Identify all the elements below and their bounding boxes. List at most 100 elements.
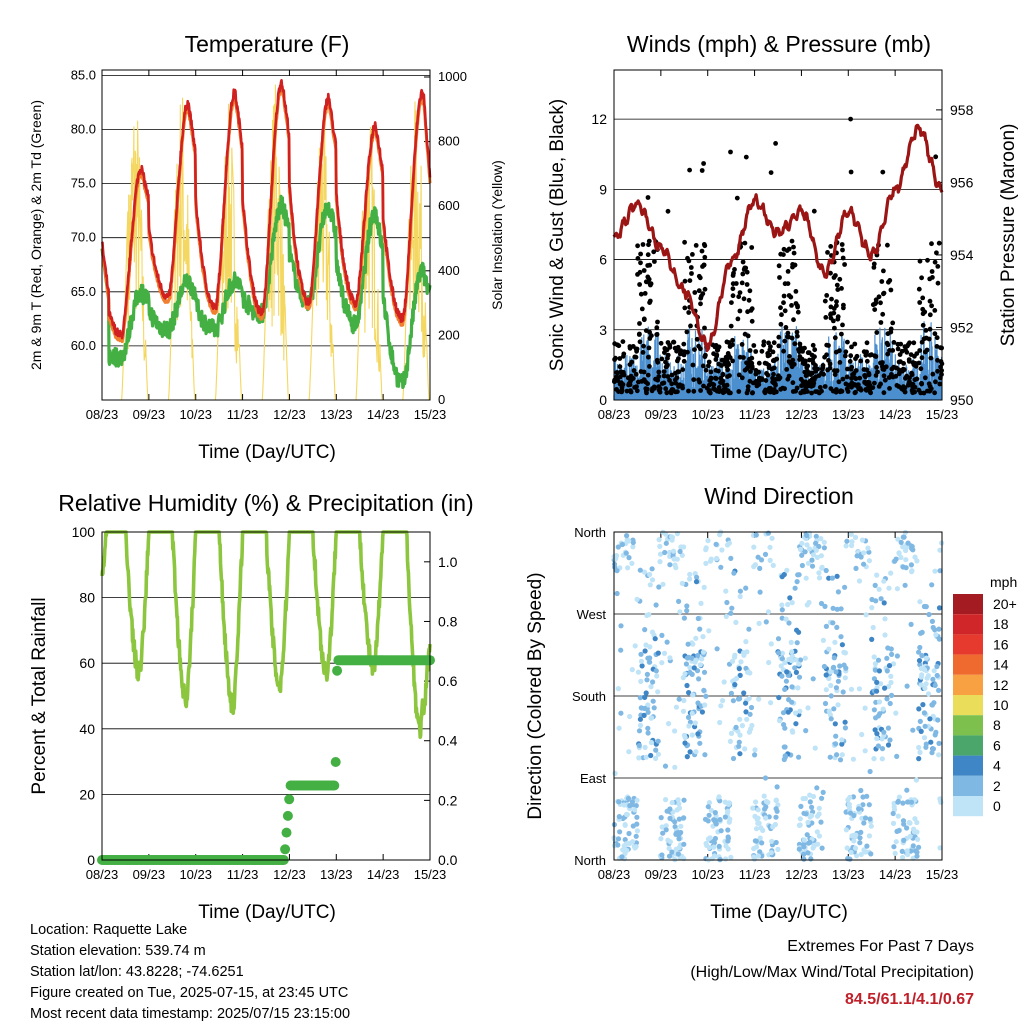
gust-point [640,242,646,247]
direction-point [900,564,906,570]
gust-point [872,380,877,386]
direction-point [903,547,909,554]
gust-point [901,384,906,389]
direction-point [789,699,795,705]
gust-point [682,305,688,311]
gust-point [919,355,925,361]
winds-right-ylabel: Station Pressure (Maroon) [998,124,1019,347]
direction-point [755,853,762,859]
direction-point [617,829,623,835]
gust-point [922,349,928,355]
direction-point [776,694,782,701]
direction-point [779,615,785,621]
temperature-ytick-label: 70.0 [71,230,96,245]
gust-point [857,375,863,381]
direction-point [917,718,923,725]
gust-point [638,369,644,374]
gust-point [687,278,693,283]
direction-point [858,787,864,794]
gust-point [840,322,845,328]
direction-point [619,541,626,548]
gust-point [684,329,690,335]
winds-xlabel: Time (Day/UTC) [710,442,848,463]
direction-point [630,839,636,845]
gust-point [668,390,674,396]
gust-point [781,252,786,257]
direction-point [655,738,661,744]
direction-point [697,662,704,668]
colorbar-label: 2 [993,778,1001,794]
gust-point [780,385,786,391]
gust-point [839,242,845,247]
gust-point [749,365,755,371]
gust-point [637,282,642,287]
gust-point [911,340,917,346]
direction-point [793,721,799,727]
direction-point [904,683,910,689]
gust-point [761,339,767,345]
gust-point [710,381,715,387]
direction-point [633,844,639,850]
direction-point [910,727,916,733]
gust-point [737,290,743,295]
humidity-ytick-label: 80 [79,590,95,606]
gust-point [690,362,696,368]
gust-point [896,359,902,365]
direction-point [630,544,636,550]
direction-point [768,641,774,647]
direction-point [725,846,731,852]
direction-point [722,799,728,805]
colorbar-swatch [953,735,983,756]
direction-point [917,644,923,651]
direction-point [729,658,736,664]
direction-point [780,710,787,716]
winds-xtick-label: 11/23 [739,407,771,422]
direction-point [624,533,630,539]
gust-point [813,368,819,374]
gust-point [638,291,644,297]
direction-point [753,844,760,850]
direction-point [937,547,943,553]
gust-point [661,369,667,374]
gust-point [840,247,845,253]
direction-point [675,851,682,857]
direction-point [672,728,678,734]
direction-point [910,843,916,849]
temperature-right-tick-label: 800 [438,134,460,149]
direction-point [667,815,673,822]
humidity-xlabel: Time (Day/UTC) [198,902,336,923]
temperature-xtick-label: 13/23 [320,407,353,422]
direction-point [840,689,846,695]
gust-point [754,368,759,374]
direction-point [882,685,888,691]
gust-point [637,331,642,337]
gust-point [669,381,675,387]
direction-point [869,605,875,611]
direction-point [647,655,653,661]
direction-point [684,608,690,614]
direction-point [634,797,640,803]
direction-point [743,585,749,591]
direction-point [898,554,904,561]
colorbar-label: 20+ [993,596,1017,612]
gust-point [739,375,745,381]
gust-point [688,323,693,329]
colorbar-swatch [953,775,983,796]
humidity-xtick-label: 11/23 [227,867,259,882]
humidity-plot-frame [101,531,431,861]
direction-point [656,537,662,543]
direction-point [736,739,742,745]
gust-point [759,348,765,354]
colorbar-label: 16 [993,636,1009,652]
direction-point [645,730,651,736]
direction-point [666,853,673,859]
gust-point [781,348,786,354]
direction-point [707,558,714,564]
gust-point [698,388,703,393]
timestamp-text: Most recent data timestamp: 2025/07/15 2… [30,1006,351,1022]
direction-point [768,850,774,856]
direction-point [759,840,765,846]
direction-point [751,854,757,860]
humidity-xtick-label: 09/23 [133,867,166,882]
direction-point [682,740,688,746]
